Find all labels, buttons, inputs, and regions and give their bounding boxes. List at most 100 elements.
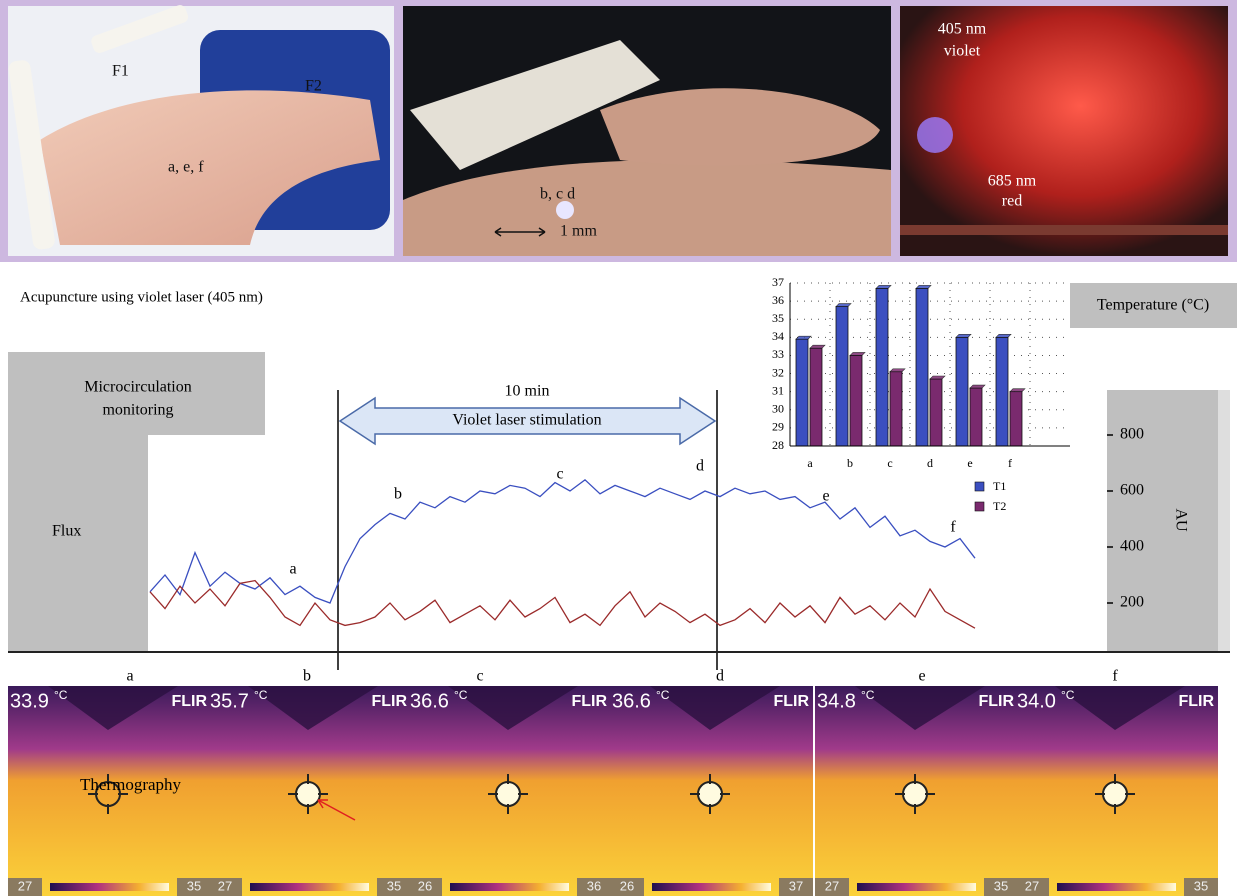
scale-min: 27 — [18, 878, 32, 893]
trace-annotation: a — [289, 561, 296, 578]
thermo-brand: FLIR — [371, 693, 407, 710]
thermo-reading: 34.8 — [817, 690, 856, 712]
legend-label: T2 — [993, 499, 1006, 513]
scale-max-box — [984, 878, 1018, 896]
photo-label: 685 nm — [988, 173, 1037, 190]
y-tick-label: 400 — [1120, 538, 1144, 555]
y-tick-label: 600 — [1120, 482, 1144, 499]
time-marker: e — [918, 668, 925, 685]
y-axis-label: AU — [1172, 508, 1189, 532]
bar — [955, 336, 969, 447]
crosshair-lines — [1095, 774, 1135, 814]
x-tick-label: c — [887, 456, 892, 470]
bar-top — [795, 335, 812, 340]
thermo-unit: °C — [254, 688, 268, 702]
y-tick-label: 36 — [772, 293, 784, 307]
thermo-shadow — [48, 686, 178, 730]
x-tick-label: e — [967, 456, 972, 470]
thermo-frame: 36.6 °C FLIR 26 37 — [610, 686, 813, 896]
crosshair-lines — [488, 774, 528, 814]
bar-top — [955, 334, 972, 338]
crosshair — [295, 781, 321, 807]
crosshair — [495, 781, 521, 807]
photo-label: red — [1002, 193, 1022, 210]
thermo-shadow — [855, 686, 985, 730]
trace-annotation: e — [822, 488, 829, 505]
y-tick-label: 28 — [772, 438, 784, 452]
bar-top — [835, 303, 852, 307]
bar — [969, 387, 983, 447]
scale-bar — [250, 883, 369, 891]
scale-max: 37 — [789, 878, 803, 893]
bar — [1009, 391, 1023, 447]
thermo-brand: FLIR — [1178, 693, 1214, 710]
scale-max-box — [1184, 878, 1218, 896]
photo-laser-hand — [900, 6, 1228, 256]
thermo-shadow — [448, 686, 578, 730]
bar-top — [875, 285, 892, 289]
bar-top — [969, 384, 986, 389]
red-arrow — [317, 799, 356, 821]
flux-label: Flux — [52, 523, 81, 540]
y-tick-label: 29 — [772, 420, 784, 434]
thermo-shadow — [248, 686, 378, 730]
x-tick-label: d — [927, 456, 933, 470]
legend-swatch — [974, 501, 985, 512]
y-tick-label: 35 — [772, 311, 784, 325]
photo-label: F2 — [305, 78, 322, 95]
scale-max-box — [577, 878, 611, 896]
y-tick-label: 33 — [772, 347, 784, 361]
photo-label: 1 mm — [560, 223, 597, 240]
scale-max: 36 — [587, 878, 601, 893]
scale-max-box — [779, 878, 813, 896]
caption: Acupuncture using violet laser (405 nm) — [20, 289, 263, 305]
scale-bar — [857, 883, 976, 891]
scale-bar — [652, 883, 771, 891]
bar-top — [849, 352, 866, 356]
scale-min: 26 — [620, 878, 634, 893]
time-marker: a — [126, 668, 133, 685]
scale-min-box — [408, 878, 442, 896]
thermo-frame: 34.0 °C FLIR 27 35 — [1015, 686, 1218, 896]
thermo-reading: 36.6 — [612, 690, 651, 712]
x-tick-label: b — [847, 456, 853, 470]
scale-min-box — [610, 878, 644, 896]
scale-min-box — [8, 878, 42, 896]
thermo-frame: 33.9 °C FLIR 27 35 — [8, 686, 211, 896]
bar-top — [809, 344, 826, 349]
bar — [809, 347, 823, 447]
bar — [915, 288, 929, 447]
crosshair-lines — [288, 774, 328, 814]
thermo-brand: FLIR — [571, 693, 607, 710]
stim-duration: 10 min — [505, 383, 550, 400]
thermo-frame: 35.7 °C FLIR 27 35 — [208, 686, 411, 896]
crosshair — [902, 781, 928, 807]
thermo-brand: FLIR — [171, 693, 207, 710]
y-tick-label: 37 — [772, 275, 784, 289]
crosshair — [697, 781, 723, 807]
crosshair-lines — [690, 774, 730, 814]
scale-min-box — [208, 878, 242, 896]
photo-label: a, e, f — [168, 159, 204, 176]
photo-finger — [403, 6, 891, 256]
photo-label: violet — [944, 43, 981, 60]
thermo-reading: 35.7 — [210, 690, 249, 712]
scale-max: 35 — [387, 878, 401, 893]
thermo-brand: FLIR — [978, 693, 1014, 710]
y-tick-label: 30 — [772, 402, 784, 416]
flux-line — [149, 579, 976, 629]
thermo-unit: °C — [54, 688, 68, 702]
bar-top — [889, 368, 906, 373]
au-box-edge — [1218, 390, 1230, 652]
thermo-shadow — [650, 686, 780, 730]
thermo-frame: 34.8 °C FLIR 27 35 — [815, 686, 1018, 896]
bar-top — [995, 334, 1012, 338]
scale-bar — [1057, 883, 1176, 891]
legend-label: T1 — [993, 479, 1006, 493]
scale-min: 27 — [1025, 878, 1039, 893]
scale-min-box — [815, 878, 849, 896]
thermo-frame: 36.6 °C FLIR 26 36 — [408, 686, 611, 896]
y-tick-label: 800 — [1120, 426, 1144, 443]
bar — [849, 355, 863, 447]
